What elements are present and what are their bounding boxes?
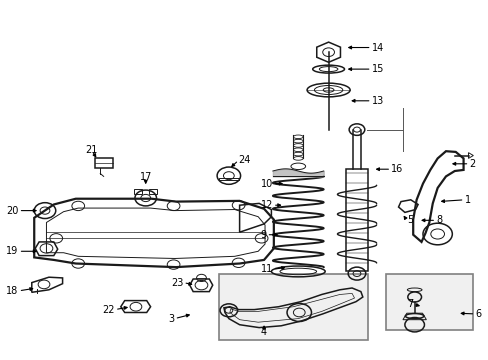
Text: 20: 20 bbox=[6, 206, 19, 216]
Bar bbox=[386, 274, 472, 330]
Text: 19: 19 bbox=[6, 246, 19, 256]
Text: 7: 7 bbox=[406, 299, 412, 309]
Text: 3: 3 bbox=[168, 314, 174, 324]
Text: 9: 9 bbox=[260, 230, 266, 240]
Text: 16: 16 bbox=[390, 164, 403, 174]
Text: 1: 1 bbox=[464, 195, 470, 205]
Text: 22: 22 bbox=[102, 305, 115, 315]
Text: 2: 2 bbox=[468, 159, 475, 169]
Text: 21: 21 bbox=[85, 145, 98, 156]
Text: 17: 17 bbox=[139, 172, 152, 182]
Text: 13: 13 bbox=[371, 96, 383, 106]
Text: 14: 14 bbox=[371, 42, 383, 53]
Text: 4: 4 bbox=[261, 327, 266, 337]
Text: 5: 5 bbox=[406, 215, 412, 225]
Text: 12: 12 bbox=[260, 200, 272, 210]
Text: 24: 24 bbox=[238, 155, 250, 165]
Text: 8: 8 bbox=[435, 215, 442, 225]
Text: 11: 11 bbox=[260, 264, 272, 274]
Text: 6: 6 bbox=[474, 309, 481, 319]
Text: 10: 10 bbox=[260, 179, 272, 189]
Text: 23: 23 bbox=[171, 278, 183, 288]
Text: 15: 15 bbox=[371, 64, 383, 74]
Text: 18: 18 bbox=[6, 286, 19, 296]
Bar bbox=[219, 274, 367, 340]
